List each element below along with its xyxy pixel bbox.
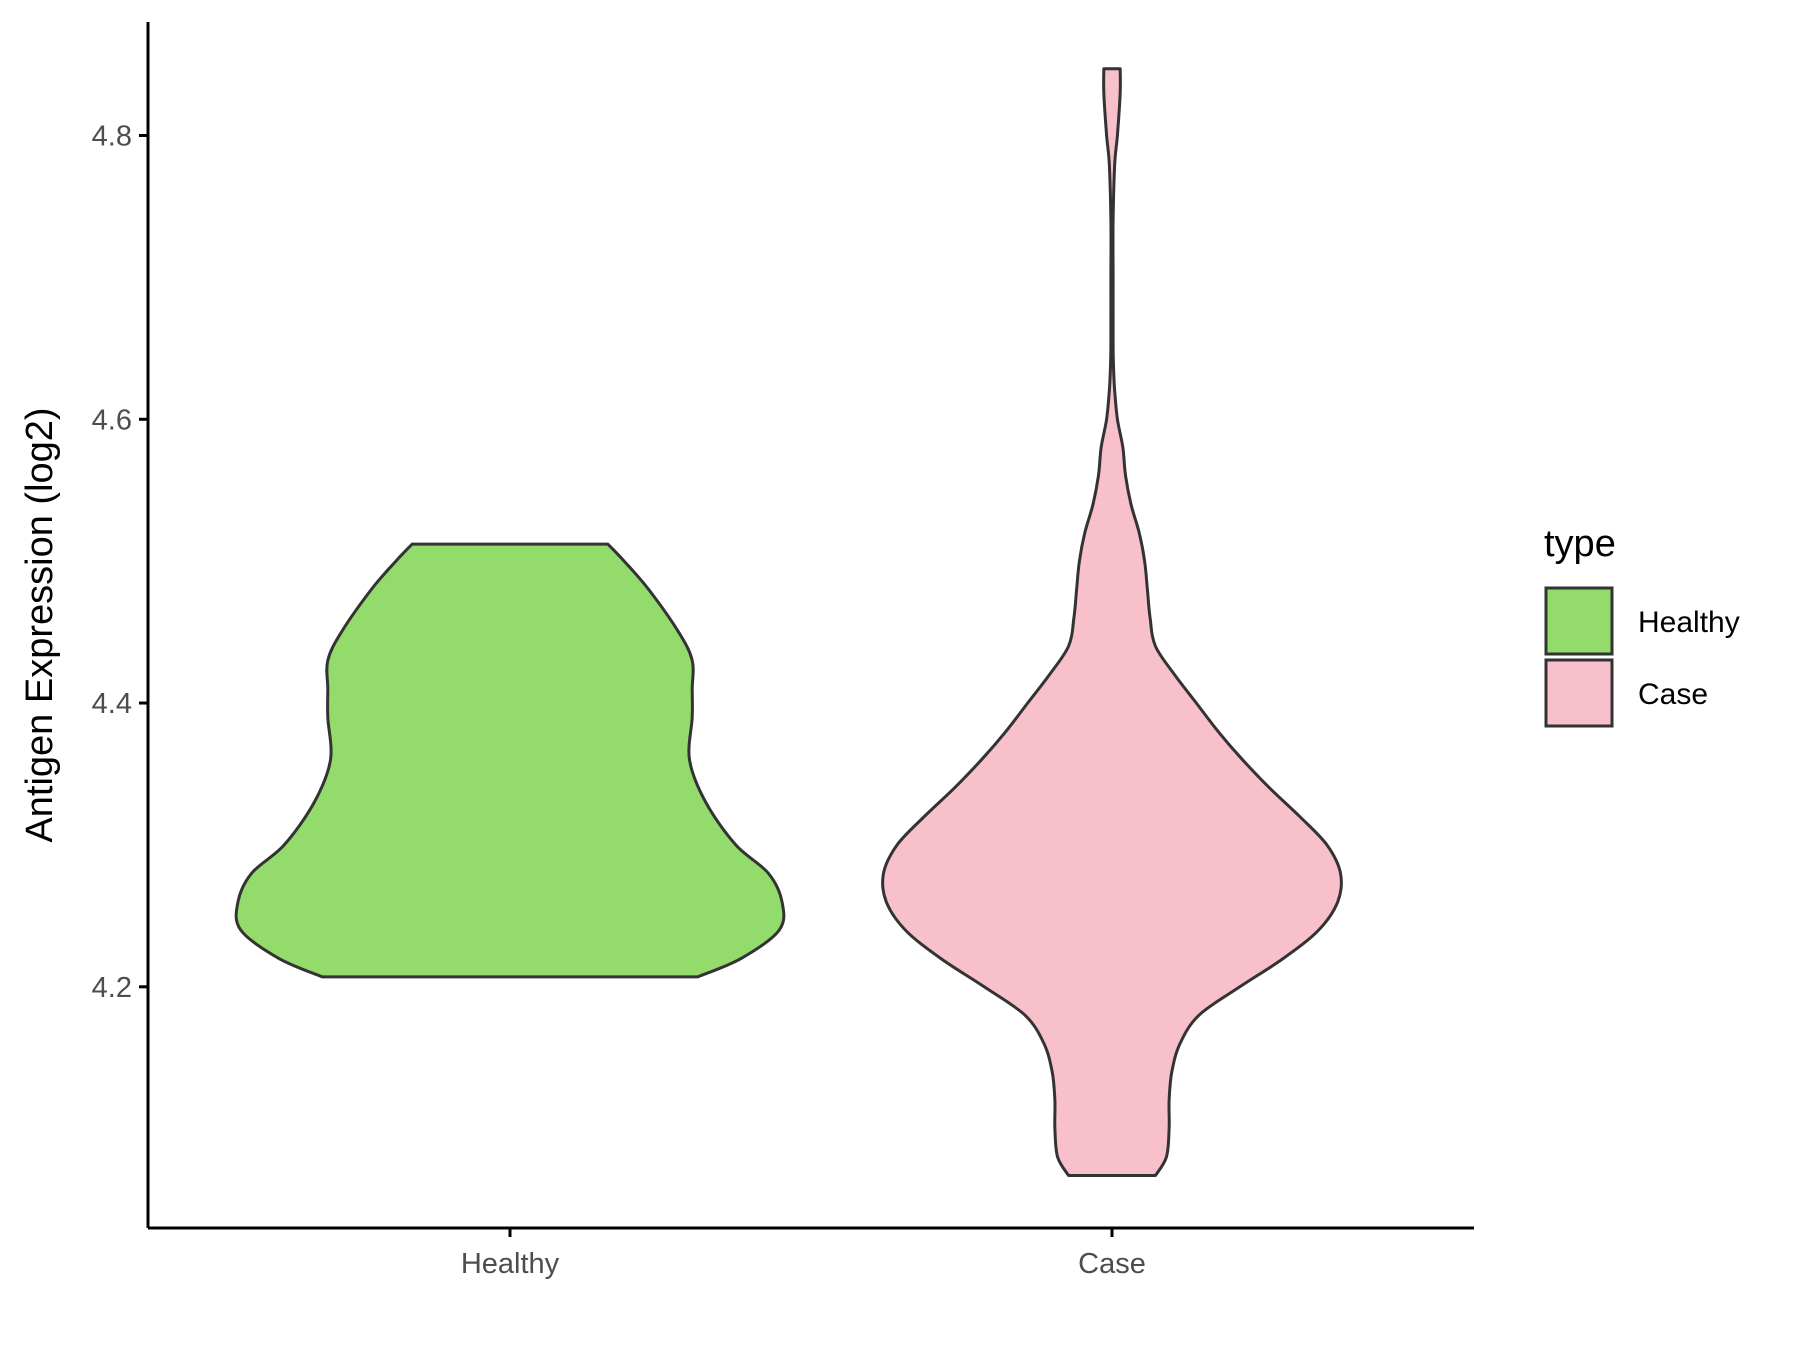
x-ticks: Healthy Case bbox=[461, 1228, 1146, 1280]
legend-swatch-case bbox=[1544, 658, 1614, 728]
legend: type Healthy Case bbox=[1544, 523, 1740, 728]
legend-label-case: Case bbox=[1638, 678, 1708, 711]
legend-label-healthy: Healthy bbox=[1638, 606, 1740, 639]
violin-healthy bbox=[234, 542, 786, 979]
legend-items: Healthy Case bbox=[1544, 586, 1740, 728]
x-tick-label: Case bbox=[1078, 1248, 1146, 1280]
axes: 4.2 4.4 4.6 4.8 Healthy Case bbox=[92, 22, 1474, 1280]
y-tick-label: 4.2 bbox=[92, 972, 132, 1004]
legend-title: type bbox=[1544, 523, 1616, 565]
y-tick-label: 4.4 bbox=[92, 688, 132, 720]
violin-case bbox=[881, 67, 1343, 1177]
x-tick-label: Healthy bbox=[461, 1248, 560, 1280]
y-tick-label: 4.8 bbox=[92, 121, 132, 153]
y-axis-title: Antigen Expression (log2) bbox=[19, 407, 61, 842]
legend-swatch-healthy bbox=[1544, 586, 1614, 656]
y-tick-label: 4.6 bbox=[92, 404, 132, 436]
y-ticks: 4.2 4.4 4.6 4.8 bbox=[92, 121, 148, 1004]
violin-layer bbox=[234, 67, 1343, 1177]
